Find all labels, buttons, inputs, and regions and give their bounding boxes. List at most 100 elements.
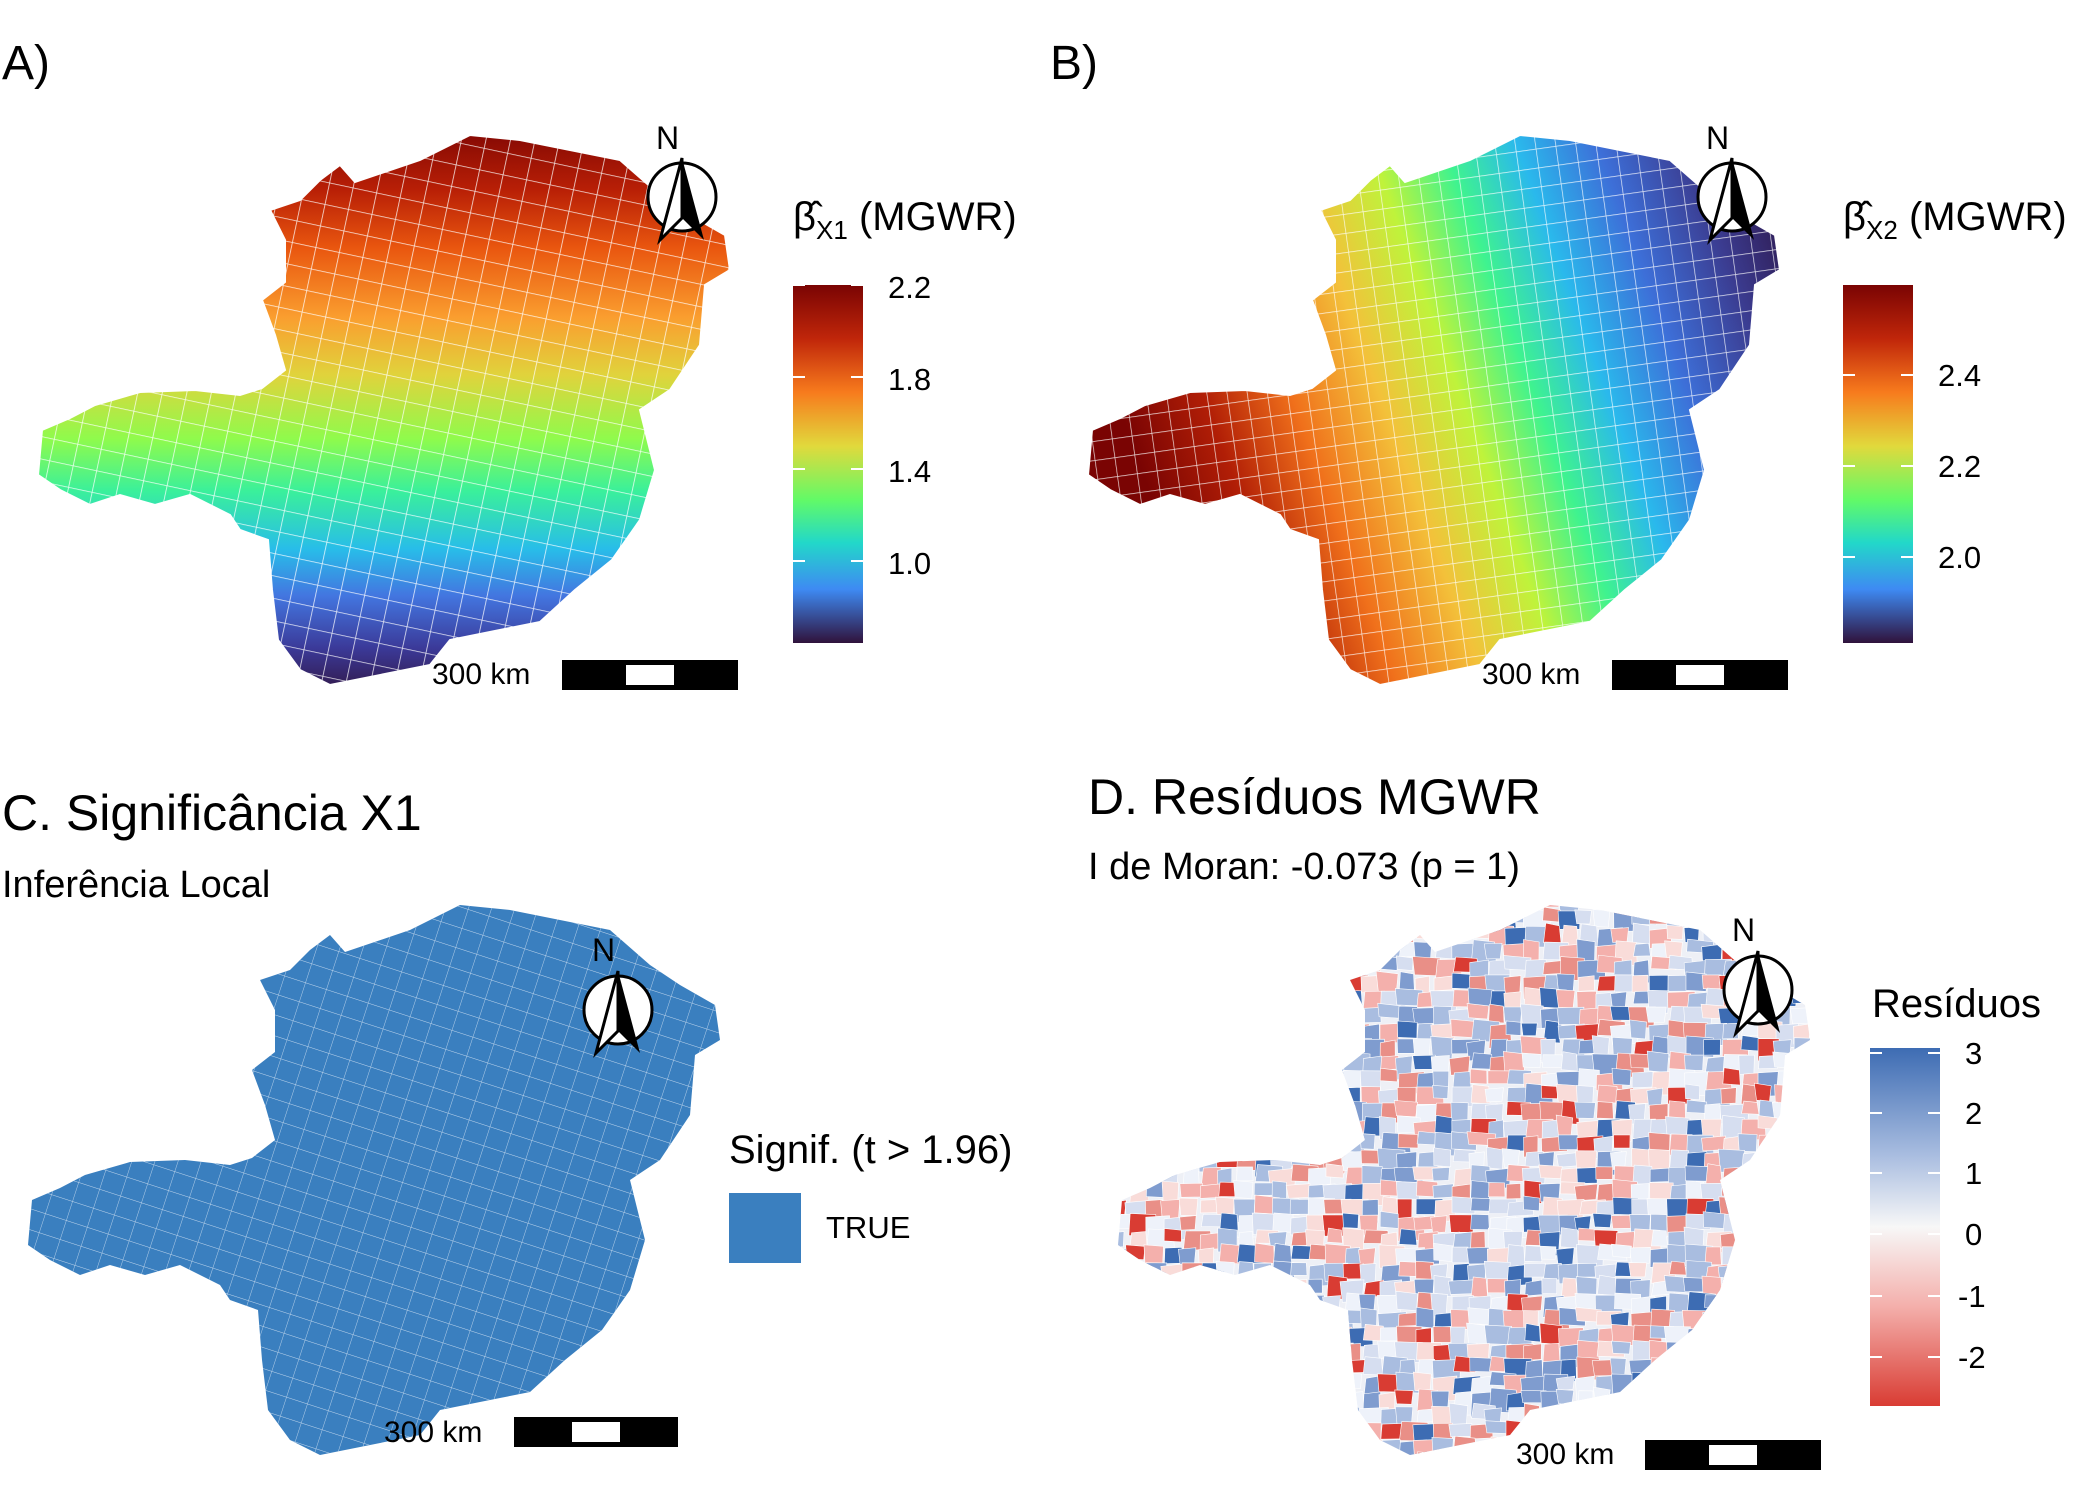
residual-patch — [1325, 1163, 1344, 1179]
residual-patch — [1342, 911, 1369, 938]
residual-patch — [1596, 1084, 1619, 1104]
residual-patch — [1503, 1006, 1523, 1023]
residual-patch — [1306, 1294, 1325, 1312]
residual-patch — [1665, 1375, 1688, 1399]
residual-patch — [1236, 1307, 1265, 1326]
residual-patch — [1807, 925, 1810, 943]
residual-patch — [1236, 1407, 1253, 1426]
residual-patch — [1453, 1456, 1471, 1476]
panel-a-legend-suffix: (MGWR) — [858, 195, 1017, 239]
panel-a-legend-title: β̂X1 (MGWR) — [793, 195, 1017, 246]
residual-patch — [1143, 1375, 1164, 1393]
residual-patch — [1198, 1438, 1221, 1453]
residual-patch — [1142, 1116, 1170, 1142]
residual-patch — [1287, 975, 1313, 997]
residual-patch — [1610, 1214, 1633, 1229]
residual-patch — [1272, 1343, 1302, 1360]
residual-patch — [1201, 1423, 1222, 1440]
residual-patch — [1118, 1130, 1135, 1157]
residual-patch — [1754, 1246, 1772, 1266]
residual-patch — [1738, 1054, 1755, 1075]
residual-patch — [1722, 1356, 1747, 1371]
residual-patch — [1159, 1423, 1181, 1446]
residual-patch — [1592, 1422, 1623, 1436]
residual-patch — [1254, 1242, 1275, 1264]
residual-patch — [1164, 1116, 1192, 1133]
residual-patch — [1610, 1435, 1641, 1455]
residual-patch — [1251, 1342, 1272, 1359]
residual-patch — [1288, 905, 1314, 921]
residual-patch — [1448, 1423, 1473, 1438]
residual-patch — [1633, 943, 1651, 957]
residual-patch — [1118, 1231, 1125, 1248]
residual-patch — [1668, 1423, 1690, 1444]
residual-patch — [1272, 970, 1298, 987]
residual-patch — [1179, 1387, 1199, 1411]
residual-patch — [1791, 905, 1810, 921]
residual-patch — [1773, 1421, 1798, 1438]
residual-patch — [1704, 1355, 1724, 1377]
residual-patch — [1339, 956, 1368, 977]
residual-patch — [1794, 1231, 1810, 1247]
residual-patch — [1201, 1087, 1229, 1104]
residual-patch — [1610, 927, 1629, 943]
residual-patch — [1574, 909, 1592, 925]
residual-patch — [1776, 1119, 1804, 1145]
residual-patch — [1811, 958, 1825, 973]
residual-patch — [1611, 1067, 1632, 1086]
residual-patch — [1146, 1020, 1165, 1035]
panel-a-north-arrow-icon — [646, 157, 718, 246]
residual-patch — [1143, 1262, 1168, 1282]
residual-patch — [1739, 1247, 1769, 1274]
residual-patch — [1812, 1024, 1835, 1049]
residual-patch — [1741, 1100, 1760, 1115]
residual-patch — [1254, 1101, 1281, 1120]
residual-patch — [1344, 1434, 1372, 1450]
panel-c-north-label: N — [592, 932, 616, 968]
residual-patch — [1542, 1343, 1561, 1364]
residual-patch — [1199, 1183, 1222, 1199]
residual-patch — [1145, 1035, 1168, 1054]
residual-patch — [1254, 1359, 1279, 1385]
residual-patch — [1126, 975, 1150, 997]
residual-patch — [1250, 1322, 1279, 1344]
residual-patch — [1118, 907, 1128, 928]
residual-patch — [1177, 1311, 1197, 1337]
residual-patch — [1668, 905, 1697, 917]
residual-patch — [1524, 1245, 1543, 1263]
residual-patch — [1668, 1407, 1695, 1422]
residual-patch — [1448, 1214, 1475, 1233]
residual-patch — [1145, 943, 1167, 965]
residual-patch — [1809, 1134, 1810, 1150]
panel-b-tick: 2.4 — [1938, 358, 1982, 393]
residual-patch — [1341, 1371, 1362, 1389]
residual-patch — [1344, 905, 1375, 922]
panel-a-tag: A) — [2, 37, 50, 90]
residual-patch — [1146, 1292, 1167, 1314]
residual-patch — [1289, 1324, 1312, 1347]
residual-patch — [1234, 1451, 1257, 1455]
residual-patch — [1592, 905, 1612, 909]
residual-patch — [1592, 1386, 1611, 1402]
residual-patch — [1666, 1341, 1689, 1366]
residual-patch — [1126, 1310, 1147, 1327]
residual-patch — [1272, 1294, 1298, 1310]
residual-patch — [1216, 1359, 1242, 1376]
residual-patch — [1466, 1003, 1490, 1020]
residual-patch — [1196, 1407, 1226, 1428]
residual-patch — [1290, 1099, 1318, 1118]
residual-patch — [1790, 1311, 1810, 1334]
residual-patch — [1541, 1119, 1560, 1140]
residual-patch — [1682, 910, 1710, 924]
residual-patch — [1308, 1324, 1325, 1348]
residual-patch — [1164, 1149, 1180, 1165]
residual-patch — [1304, 991, 1335, 1012]
residual-patch — [1432, 1084, 1449, 1099]
residual-patch — [1178, 1327, 1204, 1351]
panel-d-north-label: N — [1732, 912, 1756, 948]
panel-b-scale-label: 300 km — [1482, 658, 1581, 691]
panel-b-north-arrow-icon — [1696, 157, 1768, 246]
residual-patch — [1118, 1436, 1135, 1455]
residual-patch — [1720, 1277, 1748, 1295]
panel-b-legend-sub: X2 — [1866, 215, 1898, 245]
